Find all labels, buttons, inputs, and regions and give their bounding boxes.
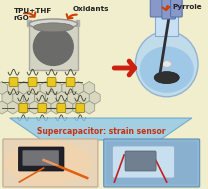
Polygon shape	[10, 118, 192, 140]
FancyBboxPatch shape	[19, 147, 64, 171]
Polygon shape	[76, 20, 79, 26]
Ellipse shape	[135, 31, 198, 97]
FancyBboxPatch shape	[125, 151, 156, 171]
Ellipse shape	[33, 23, 73, 32]
FancyBboxPatch shape	[28, 77, 37, 87]
Ellipse shape	[162, 61, 171, 67]
FancyBboxPatch shape	[3, 139, 98, 187]
FancyBboxPatch shape	[76, 104, 85, 112]
FancyBboxPatch shape	[38, 104, 47, 112]
Ellipse shape	[33, 27, 74, 66]
Ellipse shape	[140, 46, 194, 93]
Text: Oxidants: Oxidants	[73, 6, 109, 12]
Ellipse shape	[155, 9, 178, 15]
Text: Pyrrole: Pyrrole	[173, 4, 202, 10]
FancyBboxPatch shape	[23, 150, 59, 166]
FancyBboxPatch shape	[104, 139, 200, 187]
FancyBboxPatch shape	[66, 77, 75, 87]
FancyBboxPatch shape	[155, 12, 178, 36]
FancyBboxPatch shape	[29, 24, 78, 70]
FancyBboxPatch shape	[150, 0, 168, 17]
FancyBboxPatch shape	[9, 77, 18, 87]
Polygon shape	[27, 20, 31, 26]
FancyBboxPatch shape	[19, 104, 28, 112]
Text: TPU+THF
rGO: TPU+THF rGO	[14, 8, 52, 21]
FancyBboxPatch shape	[113, 146, 175, 178]
FancyBboxPatch shape	[106, 142, 197, 184]
Ellipse shape	[154, 72, 179, 84]
Ellipse shape	[29, 19, 78, 29]
Ellipse shape	[5, 141, 92, 185]
Text: Supercapacitor: strain sensor: Supercapacitor: strain sensor	[37, 126, 165, 136]
FancyBboxPatch shape	[162, 0, 176, 19]
FancyBboxPatch shape	[171, 0, 182, 17]
FancyBboxPatch shape	[57, 104, 66, 112]
FancyBboxPatch shape	[47, 77, 56, 87]
